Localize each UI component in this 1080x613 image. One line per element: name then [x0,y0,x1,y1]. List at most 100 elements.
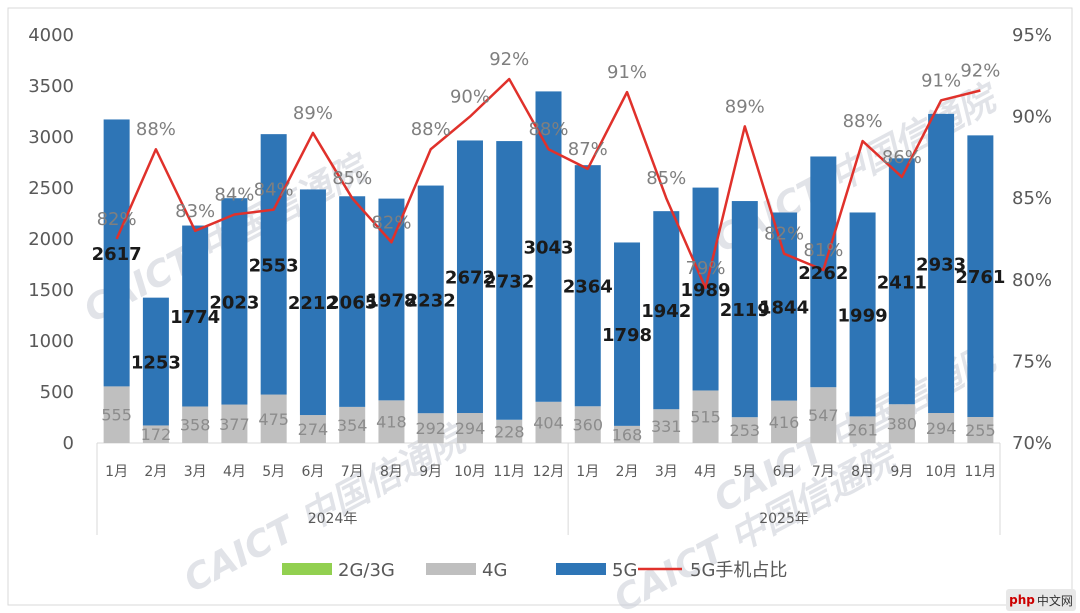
label-5g: 1999 [838,305,888,326]
label-5g: 2262 [798,263,848,284]
bar-4g [614,425,641,443]
label-4g: 416 [769,413,800,432]
label-4g: 358 [180,416,211,435]
label-4g: 168 [612,425,643,444]
label-4g: 172 [141,425,172,444]
label-5g: 2732 [484,271,534,292]
x-category-label: 10月 [925,464,957,480]
bar-5g [731,201,758,418]
bar-4g [810,387,837,443]
legend-swatch [556,563,606,575]
bar-4g [142,425,169,443]
y-left-tick-label: 3000 [28,127,74,148]
line-5g-share [115,77,981,290]
y-right-tick-label: 75% [1012,351,1052,372]
label-5g: 1989 [680,280,730,301]
bar-4g [928,413,955,443]
label-5g: 2232 [406,290,456,311]
label-4g: 380 [887,415,918,434]
label-5g-share: 92% [960,60,1000,81]
x-category-label: 4月 [694,464,717,480]
label-4g: 294 [455,419,486,438]
label-4g: 261 [847,421,878,440]
bar-5g [260,134,287,395]
x-category-label: 7月 [341,464,364,480]
label-4g: 354 [337,416,368,435]
bar-5g [339,196,366,407]
label-5g: 2364 [563,277,613,298]
label-5g: 2023 [209,292,259,313]
bar-5g [614,242,641,426]
y-left-tick-label: 4000 [28,25,74,46]
label-5g: 2672 [445,268,495,289]
label-5g-share: 89% [293,103,333,124]
label-5g-share: 88% [136,119,176,140]
label-5g-share: 84% [214,185,254,206]
bar-4g [378,400,405,443]
label-4g: 228 [494,422,525,441]
label-4g: 253 [730,421,761,440]
bar-layer [103,91,994,443]
bar-5g [653,211,680,410]
bar-4g [103,386,130,443]
bar-5g [417,185,444,414]
label-5g-share: 82% [764,224,804,245]
label-5g-share: 92% [489,49,529,70]
x-category-label: 1月 [105,464,128,480]
label-4g: 418 [376,413,407,432]
y-right-tick-label: 95% [1012,25,1052,46]
bar-4g [221,404,248,443]
x-category-label: 5月 [262,464,285,480]
label-5g-share: 91% [921,70,961,91]
label-5g-share: 90% [450,87,490,108]
label-5g-share: 87% [568,139,608,160]
bar-5g [103,119,130,387]
bar-5g [574,165,601,407]
bar-4g [456,413,483,443]
label-5g: 1253 [131,353,181,374]
label-4g: 255 [965,421,996,440]
legend-swatch [426,563,476,575]
line-layer [115,77,981,290]
label-4g: 360 [572,416,603,435]
bar-5g [771,212,798,401]
label-5g-share: 84% [254,180,294,201]
bar-4g [771,400,798,443]
x-category-label: 8月 [851,464,874,480]
legend-label: 5G手机占比 [690,560,787,581]
y-right-tick-label: 85% [1012,188,1052,209]
label-5g-share: 88% [528,119,568,140]
label-5g-share: 86% [882,147,922,168]
data-label-layer: 555 2617 172 1253 358 1774 377 2023 475 2553 274 22… [92,49,1006,444]
bar-5g [928,113,955,414]
label-5g: 2617 [92,244,142,265]
bar-4g [692,390,719,443]
x-category-label: 3月 [184,464,207,480]
label-5g: 1844 [759,298,809,319]
y-left-tick-label: 0 [63,433,74,454]
label-5g: 2411 [877,272,927,293]
bar-4g [967,416,994,443]
x-category-label: 10月 [454,464,486,480]
label-5g: 2553 [249,255,299,276]
label-5g: 1798 [602,325,652,346]
label-5g-share: 81% [803,240,843,261]
label-4g: 294 [926,419,957,438]
x-category-label: 3月 [655,464,678,480]
label-4g: 555 [101,406,132,425]
bar-4g [888,404,915,443]
label-5g: 2761 [955,267,1005,288]
bar-4g [299,415,326,443]
x-category-label: 2月 [144,464,167,480]
bar-4g [849,416,876,443]
bar-4g [574,406,601,443]
legend-label: 4G [482,560,507,581]
axes-layer: 0 500 1000 1500 2000 2500 3000 3500 4000 70% 75% 80… [28,25,1052,535]
bar-5g [535,91,562,402]
bar-4g [260,394,287,443]
bar-5g [142,297,169,426]
bar-5g [888,158,915,405]
y-right-tick-label: 80% [1012,270,1052,291]
label-5g-share: 85% [332,168,372,189]
bar-4g [731,417,758,443]
